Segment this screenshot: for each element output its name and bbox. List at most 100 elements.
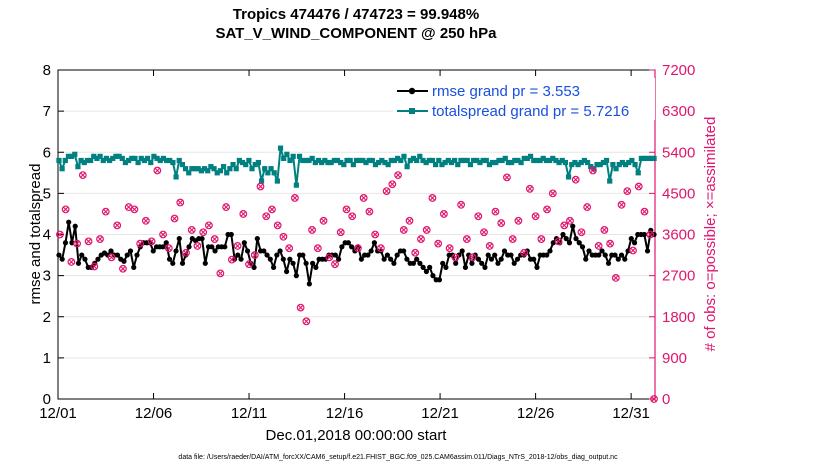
rmse-point xyxy=(462,264,469,270)
obs-point xyxy=(537,235,546,243)
totalspread-point xyxy=(578,159,584,166)
totalspread-point xyxy=(331,157,337,164)
totalspread-point xyxy=(94,155,100,162)
totalspread-point xyxy=(151,153,157,159)
obs-point xyxy=(170,214,179,223)
rmse-point xyxy=(420,264,426,270)
totalspread-point xyxy=(129,155,135,162)
x-tick-label: 12/26 xyxy=(517,405,555,422)
y-right-axis-label: # of obs: o=possible; ×=assimilated xyxy=(702,117,719,352)
obs-point-x xyxy=(217,270,224,277)
y-right-tick-label: 6300 xyxy=(662,103,695,120)
obs-point xyxy=(222,203,231,211)
obs-point xyxy=(348,212,357,221)
totalspread-point xyxy=(426,157,432,164)
obs-point-circle xyxy=(589,166,597,175)
rmse-point xyxy=(414,256,420,262)
rmse-point xyxy=(410,260,417,266)
totalspread-point xyxy=(110,155,116,162)
obs-point-x xyxy=(452,254,459,261)
obs-point-x xyxy=(360,195,367,201)
obs-point-circle xyxy=(537,235,546,243)
totalspread-point xyxy=(622,161,629,168)
obs-point xyxy=(560,221,569,230)
obs-point xyxy=(503,173,511,182)
obs-point xyxy=(176,198,185,207)
totalspread-point xyxy=(271,170,277,176)
rmse-point xyxy=(404,256,410,262)
totalspread-point xyxy=(119,155,125,162)
obs-point-x xyxy=(613,275,619,281)
totalspread-point xyxy=(527,153,534,159)
y-right-tick-label: 3600 xyxy=(662,227,695,244)
obs-point-x xyxy=(521,250,527,256)
totalspread-point xyxy=(395,155,401,162)
obs-point-x xyxy=(125,204,132,210)
totalspread-point xyxy=(543,157,550,164)
obs-point-circle xyxy=(336,228,345,237)
obs-point-x xyxy=(91,263,97,270)
totalspread-point xyxy=(328,159,334,166)
obs-point xyxy=(256,182,265,191)
obs-point-x xyxy=(143,218,149,224)
totalspread-point xyxy=(224,170,230,176)
totalspread-point xyxy=(461,157,467,164)
totalspread-point xyxy=(515,157,521,164)
rmse-point xyxy=(456,252,462,258)
obs-point-x xyxy=(395,172,401,178)
rmse-point xyxy=(381,256,387,262)
obs-point-circle xyxy=(629,246,637,255)
rmse-point xyxy=(345,240,351,246)
obs-point xyxy=(525,184,534,193)
rmse-point xyxy=(479,260,485,266)
totalspread-point xyxy=(486,161,493,168)
obs-point-circle xyxy=(67,258,76,266)
obs-point-x xyxy=(326,254,332,261)
totalspread-point xyxy=(189,166,195,172)
obs-point-circle xyxy=(399,226,408,234)
obs-point-x xyxy=(309,227,315,233)
obs-point-x xyxy=(651,396,657,402)
obs-point xyxy=(136,239,145,248)
obs-point-x xyxy=(641,208,648,215)
totalspread-point xyxy=(490,159,496,166)
obs-point-x xyxy=(601,227,608,233)
rmse-point xyxy=(485,252,491,258)
totalspread-point xyxy=(562,159,569,166)
obs-point-x xyxy=(148,238,155,245)
obs-point-x xyxy=(647,231,653,238)
rmse-point xyxy=(466,252,472,258)
obs-point-x xyxy=(223,204,229,210)
obs-point-x xyxy=(636,183,642,190)
rmse-point xyxy=(163,240,169,246)
obs-point-x xyxy=(103,208,109,215)
totalspread-point xyxy=(632,161,638,168)
totalspread-point xyxy=(445,157,451,164)
totalspread-point xyxy=(509,159,515,166)
obs-point xyxy=(365,207,374,216)
obs-point-circle xyxy=(222,203,231,211)
obs-point-x xyxy=(383,188,390,194)
rmse-point xyxy=(566,240,573,246)
obs-point xyxy=(417,235,425,243)
totalspread-point xyxy=(97,153,103,159)
obs-point xyxy=(227,255,236,264)
rmse-point xyxy=(531,256,537,262)
totalspread-point xyxy=(398,157,404,164)
obs-point-circle xyxy=(497,219,506,227)
totalspread-point xyxy=(78,157,84,164)
rmse-point xyxy=(56,252,62,258)
obs-point-circle xyxy=(468,253,477,262)
totalspread-point xyxy=(559,157,565,164)
rmse-point xyxy=(105,252,111,258)
obs-point-circle xyxy=(640,207,649,216)
obs-point-circle xyxy=(560,221,569,230)
obs-point-x xyxy=(343,206,350,213)
obs-point-circle xyxy=(405,216,414,225)
obs-point xyxy=(73,239,82,248)
obs-point-circle xyxy=(485,242,494,250)
chart-title: Tropics 474476 / 474723 = 99.948% xyxy=(233,6,479,23)
obs-point-circle xyxy=(164,244,173,253)
obs-point-x xyxy=(189,227,195,233)
